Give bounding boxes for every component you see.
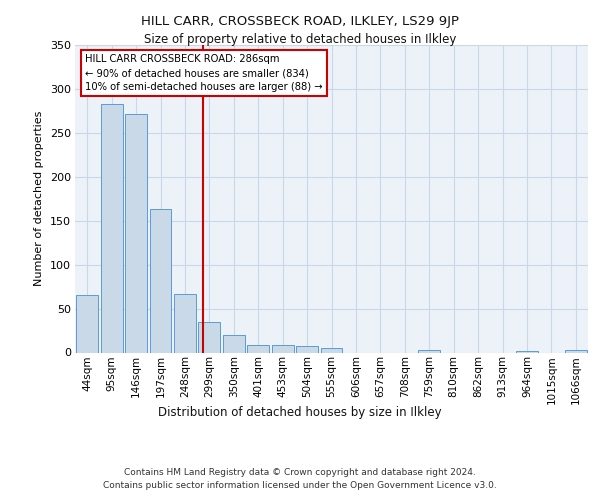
Bar: [199, 322, 220, 352]
Text: HILL CARR CROSSBECK ROAD: 286sqm
← 90% of detached houses are smaller (834)
10% : HILL CARR CROSSBECK ROAD: 286sqm ← 90% o…: [85, 54, 323, 92]
Text: Contains public sector information licensed under the Open Government Licence v3: Contains public sector information licen…: [103, 480, 497, 490]
Bar: [125, 114, 147, 352]
Text: Contains HM Land Registry data © Crown copyright and database right 2024.: Contains HM Land Registry data © Crown c…: [124, 468, 476, 477]
Bar: [296, 346, 318, 352]
Bar: [223, 335, 245, 352]
Bar: [174, 294, 196, 352]
Bar: [247, 346, 269, 352]
Bar: [101, 104, 122, 352]
Text: Distribution of detached houses by size in Ilkley: Distribution of detached houses by size …: [158, 406, 442, 419]
Bar: [149, 210, 172, 352]
Bar: [565, 350, 587, 352]
Text: HILL CARR, CROSSBECK ROAD, ILKLEY, LS29 9JP: HILL CARR, CROSSBECK ROAD, ILKLEY, LS29 …: [141, 15, 459, 28]
Bar: [272, 344, 293, 352]
Text: Size of property relative to detached houses in Ilkley: Size of property relative to detached ho…: [144, 32, 456, 46]
Bar: [76, 296, 98, 352]
Bar: [516, 350, 538, 352]
Bar: [320, 348, 343, 352]
Bar: [418, 350, 440, 352]
Y-axis label: Number of detached properties: Number of detached properties: [34, 111, 44, 286]
